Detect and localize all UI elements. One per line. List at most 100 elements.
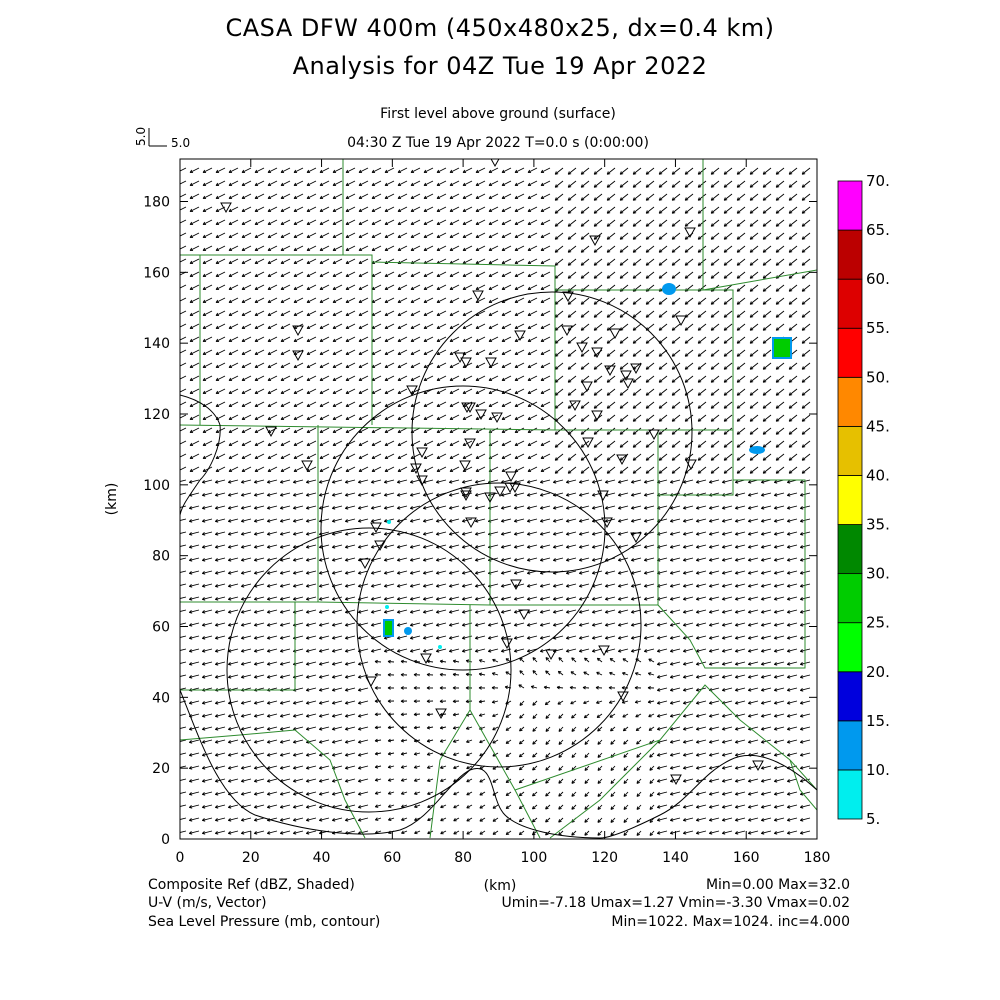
wind-vector [710, 336, 720, 344]
wind-vector [189, 544, 200, 548]
wind-vector [241, 193, 252, 199]
wind-vector [593, 245, 603, 253]
wind-vector [554, 427, 564, 435]
wind-vector [319, 375, 330, 381]
wind-vector-head [633, 433, 637, 435]
wind-vector-head [672, 212, 676, 214]
wind-vector [228, 180, 239, 186]
wind-vector-head [646, 381, 650, 383]
wind-vector [189, 271, 200, 277]
wind-vector [215, 557, 226, 561]
wind-vector [775, 245, 785, 253]
wind-vector-head [514, 520, 518, 523]
wind-vector [423, 531, 434, 535]
wind-vector [358, 258, 369, 264]
wind-vector-head [566, 559, 570, 562]
wind-vector [449, 492, 460, 496]
wind-vector [736, 271, 746, 279]
wind-vector [554, 206, 564, 214]
wind-vector [619, 258, 629, 266]
wind-vector-head [709, 507, 713, 510]
wind-vector [202, 297, 213, 303]
wind-vector-head [774, 546, 778, 549]
wind-vector [566, 479, 577, 483]
wind-vector-head [215, 520, 219, 523]
wind-vector [241, 310, 252, 316]
wind-vector-head [202, 546, 206, 549]
wind-vector [436, 440, 447, 446]
wind-vector [788, 388, 798, 396]
wind-vector [749, 167, 759, 175]
wind-vector [684, 375, 694, 383]
wind-vector [345, 557, 356, 561]
wind-vector [449, 336, 460, 342]
wind-vector [228, 440, 239, 446]
wind-vector [697, 297, 707, 305]
wind-vector [306, 310, 317, 316]
wind-vector-head [176, 547, 179, 548]
wind-vector [762, 310, 772, 318]
wind-vector [762, 206, 772, 214]
wind-vector [606, 440, 616, 448]
wind-vector-head [787, 546, 791, 549]
wind-vector-head [735, 585, 739, 588]
wind-vector [736, 375, 746, 383]
wind-vector-head [802, 407, 806, 409]
wind-vector [267, 232, 278, 238]
wind-vector-head [267, 481, 271, 484]
wind-vector [241, 531, 252, 535]
wind-vector [436, 453, 447, 459]
wind-vector-head [761, 572, 765, 575]
wind-vector [658, 323, 668, 331]
wind-vector-head [527, 598, 531, 601]
wind-vector-head [722, 520, 726, 523]
wind-vector-head [631, 598, 635, 601]
wind-vector [580, 167, 590, 175]
wind-vector [593, 258, 603, 266]
wind-vector [579, 518, 590, 522]
wind-vector [423, 323, 434, 329]
wind-vector [722, 531, 733, 535]
wind-vector [306, 440, 317, 446]
wind-vector [632, 271, 642, 279]
wind-vector-head [241, 559, 245, 562]
wind-vector [606, 375, 616, 383]
wind-vector [410, 401, 421, 407]
wind-vector [280, 505, 291, 509]
wind-vector [501, 453, 512, 459]
wind-vector-head [670, 546, 674, 549]
wind-vector [619, 466, 629, 474]
wind-vector [631, 518, 642, 522]
wind-vector [254, 427, 265, 433]
wind-vector-head [345, 598, 349, 601]
wind-vector [554, 297, 564, 305]
wind-vector-head [228, 559, 232, 562]
wind-vector [475, 518, 486, 522]
wind-vector [189, 167, 200, 173]
wind-vector [775, 388, 785, 396]
wind-vector [527, 388, 538, 394]
wind-vector [345, 518, 356, 522]
wind-vector-head [670, 559, 674, 562]
wind-vector [293, 258, 304, 264]
wind-vector-head [594, 342, 598, 344]
wind-vector [554, 349, 564, 357]
wind-vector-head [540, 481, 544, 484]
wind-vector [397, 479, 408, 483]
wind-vector [358, 544, 369, 548]
wind-vector [475, 232, 486, 238]
wind-vector [202, 414, 213, 420]
wind-vector [787, 505, 798, 509]
wind-vector-head [724, 355, 728, 357]
wind-vector [371, 479, 382, 483]
wind-vector [775, 284, 785, 292]
wind-vector [736, 297, 746, 305]
wind-vector-head [620, 355, 624, 357]
wind-vector [619, 206, 629, 214]
wind-vector [475, 297, 486, 303]
wind-vector-head [410, 546, 414, 549]
wind-vector [254, 388, 265, 394]
wind-vector-head [789, 251, 793, 253]
wind-vector-head [800, 546, 804, 549]
wind-vector-head [659, 381, 663, 383]
